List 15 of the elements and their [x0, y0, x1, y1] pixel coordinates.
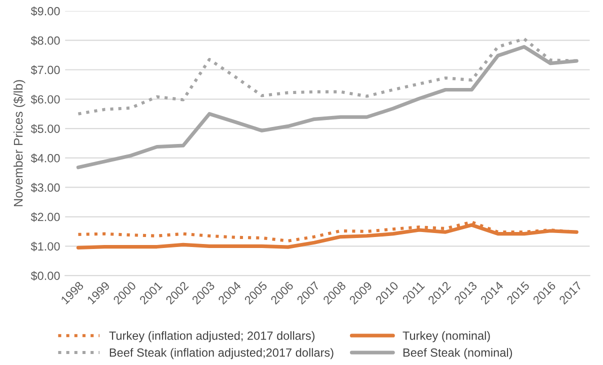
legend-label: Turkey (inflation adjusted; 2017 dollars)	[109, 331, 314, 342]
y-tick-label: $0.00	[30, 271, 60, 281]
y-tick-label: $3.00	[30, 182, 60, 192]
y-tick-label: $8.00	[30, 36, 60, 46]
legend-label: Beef Steak (inflation adjusted;2017 dollars)	[110, 348, 334, 360]
legend-label: Beef Steak (nominal)	[403, 348, 512, 360]
y-tick-label: $4.00	[30, 154, 60, 164]
legend-label: Turkey (nominal)	[402, 331, 490, 342]
y-tick-label: $1.00	[30, 242, 60, 252]
y-tick-label: $9.00	[30, 6, 60, 16]
y-tick-label: $5.00	[30, 124, 60, 134]
y-axis-title: November Prices ($/lb)	[13, 80, 26, 206]
y-tick-label: $2.00	[30, 212, 60, 222]
y-tick-label: $6.00	[30, 94, 60, 104]
y-tick-label: $7.00	[30, 65, 60, 75]
